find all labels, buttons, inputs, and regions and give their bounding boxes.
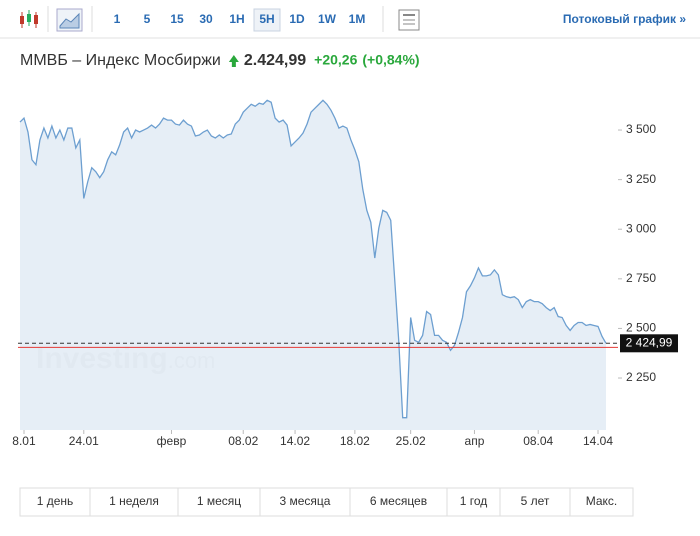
range-button[interactable] xyxy=(89,487,179,517)
range-button[interactable] xyxy=(569,487,634,517)
x-tick-label: 08.02 xyxy=(228,434,258,448)
y-tick-label: 3 500 xyxy=(626,122,656,136)
x-tick-label: февр xyxy=(157,434,187,448)
active-interval-box xyxy=(253,8,281,32)
range-bar: 1 день 1 неделя 1 месяц 3 месяца 6 месяцев 1 … xyxy=(19,487,634,517)
interval-button[interactable]: 5 xyxy=(144,12,151,26)
range-button[interactable] xyxy=(349,487,448,517)
range-button[interactable] xyxy=(19,487,91,517)
interval-button[interactable]: 1W xyxy=(318,12,337,26)
candle-icon[interactable] xyxy=(20,10,38,28)
x-tick-label: 14.02 xyxy=(280,434,310,448)
interval-button[interactable]: 30 xyxy=(199,12,213,26)
price: 2.424,99 xyxy=(244,52,306,69)
range-label[interactable]: 1 день xyxy=(37,494,74,508)
x-tick-label: 08.04 xyxy=(523,434,553,448)
area-icon[interactable] xyxy=(56,8,83,32)
x-tick-label: 25.02 xyxy=(396,434,426,448)
y-tick-label: 3 250 xyxy=(626,172,656,186)
price-line xyxy=(19,99,607,419)
up-arrow xyxy=(228,55,239,67)
y-tick-label: 2 500 xyxy=(626,321,656,335)
change: +20,26 xyxy=(314,52,357,68)
interval-button[interactable]: 15 xyxy=(170,12,184,26)
instrument-title: ММВБ – Индекс Мосбиржи xyxy=(20,52,221,69)
change-percent: (+0,84%) xyxy=(362,52,419,68)
range-label[interactable]: 6 месяцев xyxy=(370,494,427,508)
range-label[interactable]: 5 лет xyxy=(521,494,550,508)
table-icon[interactable] xyxy=(398,9,420,31)
stream-link[interactable]: Потоковый график » xyxy=(563,12,686,26)
interval-button[interactable]: 5H xyxy=(259,12,274,26)
x-tick-label: 24.01 xyxy=(69,434,99,448)
interval-button[interactable]: 1M xyxy=(349,12,366,26)
interval-button[interactable]: 1D xyxy=(289,12,305,26)
range-label[interactable]: 1 год xyxy=(460,494,488,508)
range-label[interactable]: Макс. xyxy=(586,494,618,508)
quote: 2.424,99 +20,26 (+0,84%) xyxy=(228,52,420,69)
x-tick-label: 14.04 xyxy=(583,434,613,448)
interval-button[interactable]: 1H xyxy=(229,12,244,26)
y-tick-label: 2 250 xyxy=(626,370,656,384)
range-label[interactable]: 1 месяц xyxy=(197,494,241,508)
x-tick-label: 18.02 xyxy=(340,434,370,448)
x-tick-label: апр xyxy=(465,434,485,448)
range-button[interactable] xyxy=(446,487,501,517)
range-label[interactable]: 3 месяца xyxy=(280,494,331,508)
y-tick-label: 2 750 xyxy=(626,271,656,285)
x-tick-label: 8.01 xyxy=(12,434,36,448)
last-price-box xyxy=(620,334,678,353)
range-label[interactable]: 1 неделя xyxy=(109,494,159,508)
y-tick-label: 3 000 xyxy=(626,221,656,235)
range-button[interactable] xyxy=(499,487,571,517)
interval-button[interactable]: 1 xyxy=(114,12,121,26)
range-button[interactable] xyxy=(259,487,351,517)
last-price-label: 2 424,99 xyxy=(626,335,673,349)
